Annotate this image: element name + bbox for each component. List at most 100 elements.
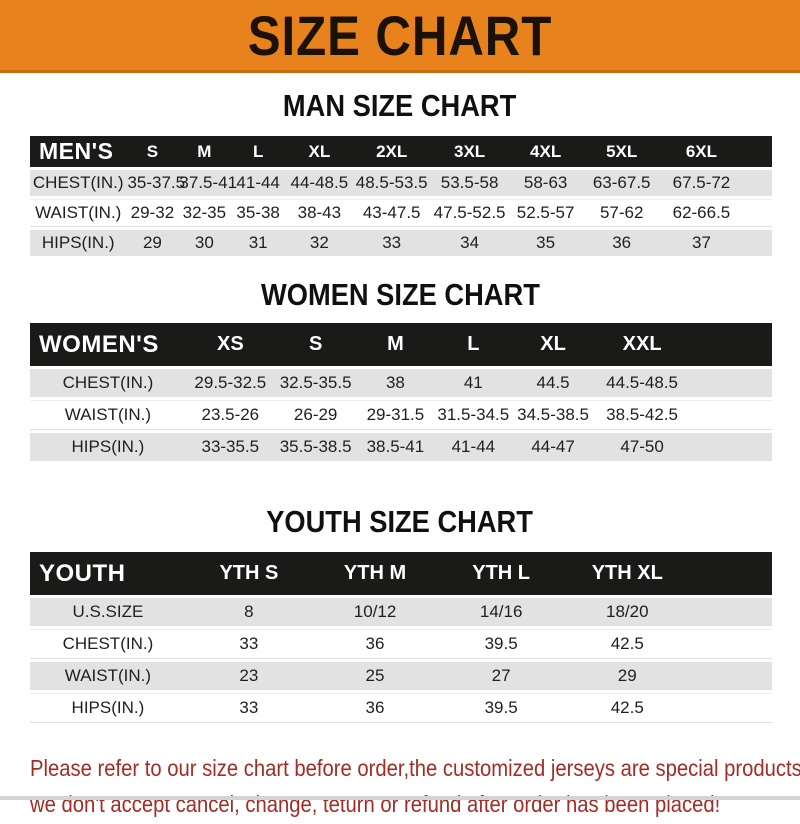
value-cell: 32.5-35.5 — [274, 369, 357, 397]
men-section-heading-text: MAN SIZE CHART — [283, 88, 517, 123]
value-cell: 33 — [185, 693, 312, 723]
men-size-table: MEN'S S M L XL 2XL 3XL 4XL 5XL 6XL CHEST… — [30, 133, 772, 259]
men-column-header: M — [178, 136, 231, 167]
value-cell: 41-44 — [230, 170, 286, 196]
value-cell: 36 — [582, 230, 661, 256]
men-column-header: 3XL — [430, 136, 509, 167]
men-column-header: 6XL — [660, 136, 743, 167]
page-title: SIZE CHART — [227, 3, 573, 68]
row-label: CHEST(IN.) — [30, 369, 186, 397]
men-column-header: 4XL — [508, 136, 583, 167]
value-cell: 38.5-41 — [356, 433, 435, 461]
women-section: WOMEN SIZE CHART WOMEN'S XS S M L XL XXL… — [0, 277, 800, 464]
value-cell: 23.5-26 — [185, 400, 275, 430]
value-cell: 44-48.5 — [285, 170, 353, 196]
youth-section-heading: YOUTH SIZE CHART — [0, 504, 800, 540]
value-cell: 29 — [126, 230, 179, 256]
row-label: HIPS(IN.) — [30, 230, 127, 256]
row-label: WAIST(IN.) — [30, 400, 186, 430]
value-cell: 25 — [311, 662, 439, 690]
value-cell: 52.5-57 — [508, 199, 583, 227]
value-cell: 62-66.5 — [660, 199, 743, 227]
value-cell: 32-35 — [178, 199, 231, 227]
youth-size-table: YOUTH YTH S YTH M YTH L YTH XL U.S.SIZE … — [30, 549, 772, 726]
youth-column-header: YTH S — [185, 552, 312, 595]
women-chest-row: CHEST(IN.) 29.5-32.5 32.5-35.5 38 41 44.… — [30, 369, 772, 397]
value-cell: 29 — [564, 662, 691, 690]
spacer-cell — [690, 598, 772, 626]
value-cell: 33 — [352, 230, 431, 256]
notice-line-2-text: we don't accept cancel, change, teturn o… — [30, 791, 721, 817]
women-column-header: L — [434, 323, 513, 366]
value-cell: 30 — [178, 230, 231, 256]
value-cell: 32 — [285, 230, 353, 256]
value-cell: 44-47 — [512, 433, 594, 461]
youth-waist-row: WAIST(IN.) 23 25 27 29 — [30, 662, 772, 690]
value-cell: 31.5-34.5 — [434, 400, 513, 430]
men-table-label: MEN'S — [30, 136, 127, 167]
value-cell: 39.5 — [438, 693, 565, 723]
value-cell: 35.5-38.5 — [274, 433, 357, 461]
women-section-heading: WOMEN SIZE CHART — [0, 277, 800, 313]
youth-column-header: YTH L — [438, 552, 565, 595]
value-cell: 48.5-53.5 — [352, 170, 431, 196]
youth-column-header: YTH XL — [564, 552, 691, 595]
value-cell: 63-67.5 — [582, 170, 661, 196]
value-cell: 39.5 — [438, 629, 565, 659]
row-label: WAIST(IN.) — [30, 662, 186, 690]
men-hips-row: HIPS(IN.) 29 30 31 32 33 34 35 36 37 — [30, 230, 772, 256]
youth-section: YOUTH SIZE CHART YOUTH YTH S YTH M YTH L… — [0, 504, 800, 726]
youth-hips-row: HIPS(IN.) 33 36 39.5 42.5 — [30, 693, 772, 723]
value-cell: 35 — [508, 230, 583, 256]
spacer-cell — [690, 662, 772, 690]
banner: SIZE CHART — [0, 0, 800, 73]
value-cell: 41 — [434, 369, 513, 397]
value-cell: 29-31.5 — [356, 400, 435, 430]
value-cell: 47-50 — [593, 433, 691, 461]
value-cell: 43-47.5 — [352, 199, 431, 227]
women-column-header: M — [356, 323, 435, 366]
spacer-cell — [742, 136, 772, 167]
men-chest-row: CHEST(IN.) 35-37.5 37.5-41 41-44 44-48.5… — [30, 170, 772, 196]
youth-table-label: YOUTH — [30, 552, 186, 595]
women-header-row: WOMEN'S XS S M L XL XXL — [30, 323, 772, 366]
value-cell: 47.5-52.5 — [430, 199, 509, 227]
notice-line-2: we don't accept cancel, change, teturn o… — [30, 788, 800, 824]
row-label: CHEST(IN.) — [30, 629, 186, 659]
value-cell: 35-38 — [230, 199, 286, 227]
value-cell: 29.5-32.5 — [185, 369, 275, 397]
footer-notice: Please refer to our size chart before or… — [30, 752, 800, 824]
notice-line-1-text: Please refer to our size chart before or… — [30, 755, 800, 781]
value-cell: 37.5-41 — [178, 170, 237, 196]
women-column-header: XS — [185, 323, 275, 366]
youth-header-row: YOUTH YTH S YTH M YTH L YTH XL — [30, 552, 772, 595]
men-column-header: L — [230, 136, 286, 167]
spacer-cell — [742, 170, 772, 196]
spacer-cell — [690, 369, 772, 397]
women-table-label: WOMEN'S — [30, 323, 186, 366]
women-size-table: WOMEN'S XS S M L XL XXL CHEST(IN.) 29.5-… — [30, 320, 772, 464]
men-section-heading: MAN SIZE CHART — [0, 88, 800, 124]
men-column-header: 5XL — [582, 136, 661, 167]
value-cell: 58-63 — [508, 170, 583, 196]
row-label: CHEST(IN.) — [30, 170, 127, 196]
value-cell: 33-35.5 — [185, 433, 275, 461]
men-section: MAN SIZE CHART MEN'S S M L XL 2XL 3XL 4X… — [0, 88, 800, 259]
value-cell: 44.5-48.5 — [593, 369, 691, 397]
value-cell: 37 — [660, 230, 743, 256]
men-column-header: XL — [285, 136, 353, 167]
women-column-header: S — [274, 323, 357, 366]
value-cell: 38-43 — [285, 199, 353, 227]
spacer-cell — [690, 693, 772, 723]
value-cell: 27 — [438, 662, 565, 690]
value-cell: 42.5 — [564, 693, 691, 723]
value-cell: 36 — [311, 693, 439, 723]
spacer-cell — [690, 400, 772, 430]
value-cell: 44.5 — [512, 369, 594, 397]
value-cell: 36 — [311, 629, 439, 659]
women-hips-row: HIPS(IN.) 33-35.5 35.5-38.5 38.5-41 41-4… — [30, 433, 772, 461]
value-cell: 42.5 — [564, 629, 691, 659]
row-label: U.S.SIZE — [30, 598, 186, 626]
spacer-cell — [690, 552, 772, 595]
value-cell: 35-37.5 — [126, 170, 185, 196]
